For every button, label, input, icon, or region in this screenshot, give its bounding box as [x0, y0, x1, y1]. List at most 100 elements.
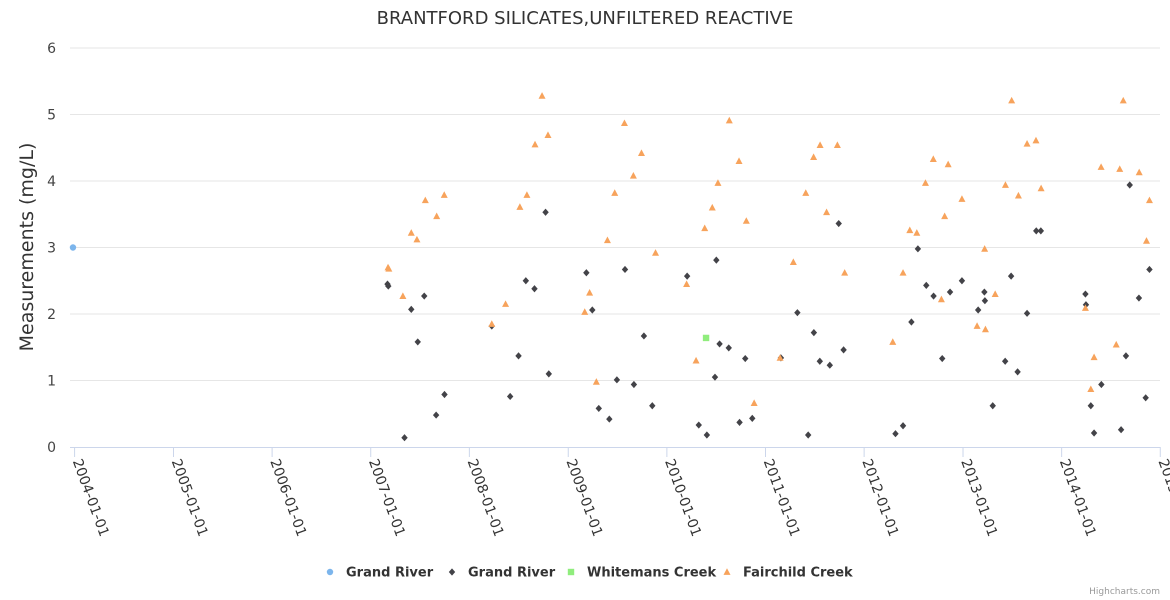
- data-point[interactable]: [702, 334, 710, 342]
- data-point[interactable]: [433, 212, 441, 220]
- data-point[interactable]: [401, 434, 408, 442]
- data-point[interactable]: [1014, 191, 1022, 199]
- data-point[interactable]: [413, 235, 421, 243]
- data-point[interactable]: [441, 390, 448, 399]
- data-point[interactable]: [892, 430, 899, 438]
- data-point[interactable]: [506, 392, 514, 401]
- data-point[interactable]: [1116, 165, 1124, 172]
- data-point[interactable]: [937, 295, 945, 303]
- data-point[interactable]: [1087, 402, 1095, 410]
- data-point[interactable]: [930, 292, 937, 300]
- data-point[interactable]: [1023, 309, 1031, 317]
- data-point[interactable]: [538, 92, 546, 99]
- legend-symbol[interactable]: [448, 568, 456, 576]
- data-point[interactable]: [913, 229, 921, 236]
- data-point[interactable]: [713, 256, 720, 264]
- data-point[interactable]: [794, 309, 801, 317]
- data-point[interactable]: [1090, 429, 1098, 437]
- data-point[interactable]: [545, 370, 553, 378]
- data-point[interactable]: [606, 415, 613, 423]
- data-point[interactable]: [1032, 136, 1040, 144]
- data-point[interactable]: [703, 431, 711, 439]
- data-point[interactable]: [1023, 140, 1031, 147]
- data-point[interactable]: [1007, 272, 1015, 280]
- data-point[interactable]: [946, 288, 954, 296]
- data-point[interactable]: [1087, 385, 1095, 393]
- data-point[interactable]: [750, 399, 758, 407]
- data-point[interactable]: [816, 357, 824, 365]
- data-point[interactable]: [385, 282, 392, 290]
- data-point[interactable]: [1033, 227, 1040, 235]
- data-point[interactable]: [613, 376, 621, 384]
- data-point[interactable]: [407, 229, 415, 236]
- data-point[interactable]: [1001, 357, 1009, 365]
- data-point[interactable]: [735, 157, 743, 164]
- data-point[interactable]: [981, 297, 989, 305]
- data-point[interactable]: [421, 196, 429, 204]
- data-point[interactable]: [432, 411, 440, 419]
- data-point[interactable]: [1122, 352, 1130, 360]
- data-point[interactable]: [708, 203, 716, 211]
- data-point[interactable]: [810, 329, 818, 337]
- data-point[interactable]: [899, 269, 907, 276]
- data-point[interactable]: [630, 380, 638, 389]
- data-point[interactable]: [944, 160, 952, 168]
- data-point[interactable]: [640, 332, 648, 340]
- data-point[interactable]: [736, 418, 743, 426]
- data-point[interactable]: [973, 322, 981, 329]
- data-point[interactable]: [823, 208, 831, 216]
- data-point[interactable]: [1082, 301, 1090, 309]
- legend-symbol[interactable]: [567, 568, 575, 576]
- data-point[interactable]: [711, 373, 719, 381]
- data-point[interactable]: [716, 340, 723, 348]
- data-point[interactable]: [629, 171, 637, 179]
- data-point[interactable]: [589, 306, 596, 314]
- data-point[interactable]: [989, 402, 996, 410]
- data-point[interactable]: [714, 179, 722, 186]
- data-point[interactable]: [531, 285, 538, 293]
- data-point[interactable]: [835, 219, 842, 228]
- data-point[interactable]: [586, 289, 594, 296]
- data-point[interactable]: [1135, 294, 1143, 302]
- data-point[interactable]: [981, 245, 989, 252]
- data-point[interactable]: [414, 338, 421, 346]
- data-point[interactable]: [958, 277, 966, 285]
- data-point[interactable]: [804, 431, 812, 439]
- data-point[interactable]: [542, 208, 549, 216]
- legend-item[interactable]: Fairchild Creek: [723, 566, 854, 581]
- data-point[interactable]: [810, 153, 818, 160]
- data-point[interactable]: [399, 292, 407, 299]
- data-point[interactable]: [816, 141, 824, 148]
- data-point[interactable]: [1014, 368, 1021, 376]
- data-point[interactable]: [1082, 290, 1089, 298]
- data-point[interactable]: [544, 131, 552, 139]
- data-point[interactable]: [583, 269, 590, 277]
- data-point[interactable]: [725, 116, 733, 124]
- data-point[interactable]: [620, 119, 628, 127]
- data-point[interactable]: [833, 141, 841, 148]
- data-point[interactable]: [841, 269, 849, 276]
- data-point[interactable]: [683, 272, 691, 280]
- legend-symbol[interactable]: [723, 568, 731, 575]
- data-point[interactable]: [683, 280, 691, 287]
- data-point[interactable]: [939, 354, 946, 363]
- data-point[interactable]: [1126, 181, 1133, 189]
- data-point[interactable]: [581, 308, 589, 315]
- data-point[interactable]: [408, 305, 415, 313]
- data-point[interactable]: [826, 361, 834, 369]
- data-point[interactable]: [1142, 394, 1149, 402]
- data-point[interactable]: [502, 300, 510, 307]
- data-point[interactable]: [1119, 96, 1127, 104]
- data-point[interactable]: [789, 258, 797, 266]
- data-point[interactable]: [776, 354, 784, 361]
- data-point[interactable]: [1098, 380, 1105, 389]
- data-point[interactable]: [991, 290, 999, 297]
- data-point[interactable]: [981, 325, 989, 333]
- data-point[interactable]: [958, 195, 966, 202]
- data-point[interactable]: [941, 212, 949, 220]
- data-point[interactable]: [488, 320, 496, 327]
- data-point[interactable]: [1081, 304, 1089, 311]
- data-point[interactable]: [1112, 340, 1120, 348]
- legend-item[interactable]: Whitemans Creek: [567, 566, 717, 581]
- data-point[interactable]: [592, 378, 600, 385]
